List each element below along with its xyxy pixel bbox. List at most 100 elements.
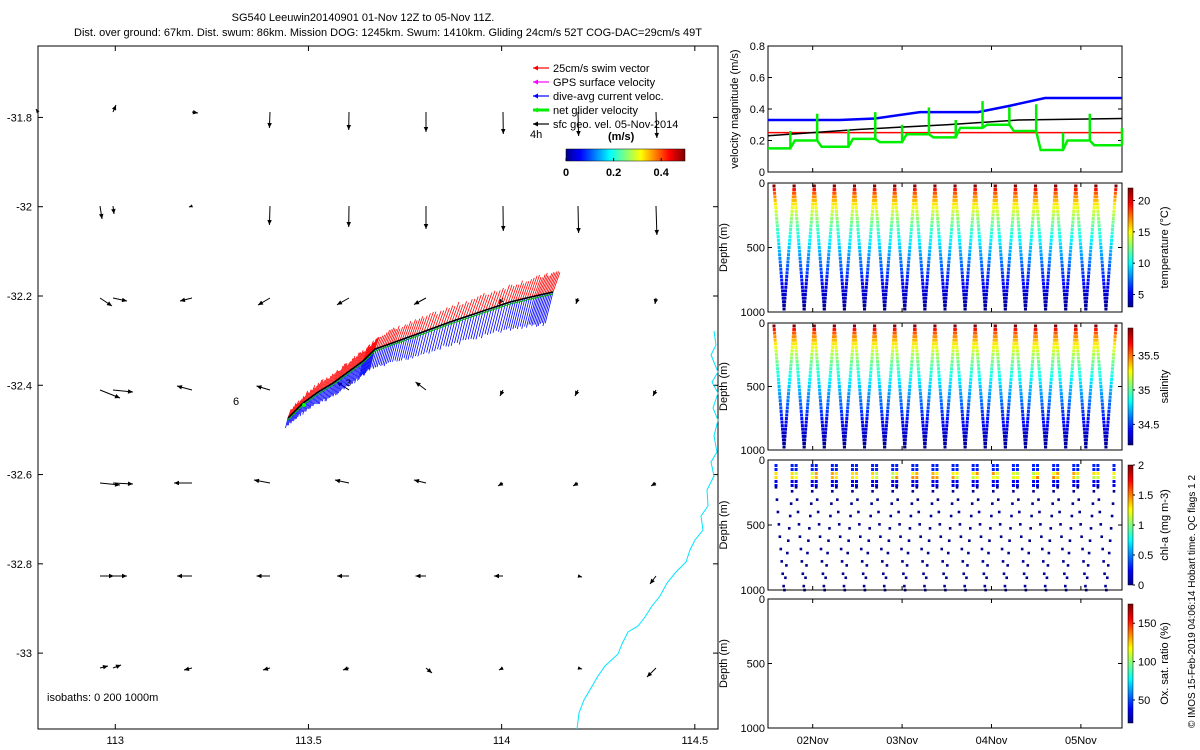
swim-vector [325, 378, 330, 388]
profile-point [930, 356, 934, 360]
swim-vector [321, 379, 326, 390]
profile-point [932, 338, 936, 342]
profile-point [929, 374, 933, 378]
profile-point [817, 238, 821, 242]
chl-point [871, 484, 875, 487]
current-vector [423, 329, 431, 355]
profile-point [945, 282, 949, 286]
profile-point [855, 360, 859, 364]
chl-point [1062, 560, 1065, 563]
profile-point [1107, 409, 1111, 413]
profile-point [996, 356, 1000, 360]
profile-point [1028, 388, 1032, 392]
profile-point [1062, 420, 1066, 424]
profile-point [837, 385, 841, 388]
chl-point [918, 523, 922, 526]
chl-point [986, 564, 989, 567]
profile-point [779, 406, 783, 410]
profile-point [811, 342, 815, 346]
profile-point [1044, 303, 1048, 307]
profile-point [784, 289, 788, 293]
profile-point [827, 385, 831, 388]
chl-point [1040, 535, 1043, 538]
profile-point [921, 282, 925, 286]
profile-point [853, 328, 857, 332]
chl-point [830, 502, 833, 505]
profile-point [894, 342, 898, 346]
profile-point [913, 184, 917, 188]
profile-point [829, 363, 833, 367]
chl-point [1047, 551, 1051, 555]
profile-point [1056, 213, 1060, 217]
profile-point [1047, 264, 1051, 268]
profile-point [896, 224, 900, 228]
profile-point [903, 438, 907, 442]
profile-point [1104, 307, 1108, 311]
profile-point [1111, 363, 1115, 367]
profile-point [944, 289, 948, 293]
chl-point [971, 484, 975, 487]
profile-point [950, 363, 954, 367]
profile-point [1110, 227, 1114, 231]
profile-point [923, 300, 927, 304]
profile-point [1021, 282, 1025, 286]
profile-point [1060, 267, 1064, 271]
profile-point [861, 289, 865, 293]
profile-point [1052, 342, 1056, 346]
profile-point [980, 406, 984, 410]
arrow-head [184, 666, 190, 671]
profile-point [889, 363, 893, 367]
profile-point [792, 328, 796, 332]
profile-point [1103, 431, 1107, 435]
chl-point [897, 510, 900, 514]
profile-point [849, 231, 853, 235]
profile-point [1100, 402, 1104, 406]
profile-point [1064, 445, 1068, 449]
profile-point [906, 267, 910, 271]
profile-point [1101, 274, 1105, 278]
profile-point [1071, 220, 1075, 224]
profile-point [987, 260, 991, 264]
profile-point [816, 227, 820, 231]
profile-point [1069, 381, 1073, 385]
profile-point [902, 293, 906, 297]
profile-point [1031, 209, 1035, 213]
velocity-arrow [413, 479, 427, 484]
profile-point [931, 342, 935, 346]
profile-point [842, 296, 846, 300]
profile-point [1094, 184, 1098, 188]
chl-point [957, 510, 961, 514]
chl-point [931, 480, 935, 483]
profile-point [854, 198, 858, 202]
profile-point [1031, 360, 1035, 364]
profile-point [1087, 267, 1091, 271]
profile-point [870, 352, 874, 356]
current-vector [289, 413, 293, 423]
profile-point [782, 307, 786, 311]
profile-point [933, 328, 937, 332]
profile-point [1068, 395, 1072, 399]
map-x-ticks: 113 113.5 114 114.5 [106, 46, 708, 747]
profile-point [941, 278, 945, 282]
profile-point [989, 238, 993, 242]
profile-point [1059, 246, 1063, 249]
profile-point [863, 303, 867, 307]
profile-point [910, 224, 914, 228]
colorbar-label: temperature (°C) [1159, 206, 1171, 288]
profile-point [1017, 367, 1021, 371]
profile-point [801, 289, 805, 293]
profile-point [930, 363, 934, 367]
chl-point [829, 514, 832, 518]
chl-point [1096, 486, 1100, 489]
profile-point [1112, 206, 1116, 210]
map-colorbar [565, 148, 686, 162]
chl-point [1021, 560, 1025, 563]
profile-point [885, 413, 889, 417]
profile-point [1058, 235, 1062, 239]
chl-point [926, 551, 930, 555]
profile-point [1008, 392, 1012, 396]
profile-point [865, 274, 869, 278]
chl-point [920, 547, 923, 551]
profile-point [889, 374, 893, 378]
profile-point [855, 209, 859, 213]
